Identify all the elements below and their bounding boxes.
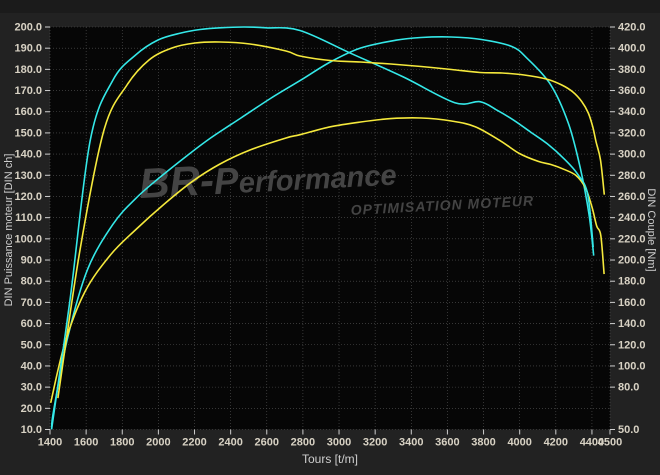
svg-text:60.0: 60.0 bbox=[21, 318, 42, 330]
svg-text:180.0: 180.0 bbox=[618, 276, 646, 288]
svg-text:DIN Puissance moteur [DIN ch]: DIN Puissance moteur [DIN ch] bbox=[3, 154, 15, 307]
svg-text:1600: 1600 bbox=[74, 437, 98, 449]
svg-text:1800: 1800 bbox=[110, 437, 134, 449]
svg-text:90.0: 90.0 bbox=[21, 255, 42, 267]
svg-text:70.0: 70.0 bbox=[21, 297, 42, 309]
svg-text:80.0: 80.0 bbox=[21, 276, 42, 288]
svg-text:3400: 3400 bbox=[399, 437, 423, 449]
svg-text:280.0: 280.0 bbox=[618, 170, 646, 182]
svg-text:300.0: 300.0 bbox=[618, 149, 646, 161]
svg-text:120.0: 120.0 bbox=[618, 339, 646, 351]
svg-text:10.0: 10.0 bbox=[21, 424, 42, 436]
svg-text:4500: 4500 bbox=[598, 437, 622, 449]
svg-text:180.0: 180.0 bbox=[14, 64, 42, 76]
svg-text:2600: 2600 bbox=[255, 437, 279, 449]
svg-text:3200: 3200 bbox=[363, 437, 387, 449]
svg-text:360.0: 360.0 bbox=[618, 85, 646, 97]
svg-text:2200: 2200 bbox=[182, 437, 206, 449]
svg-text:4200: 4200 bbox=[544, 437, 568, 449]
svg-text:380.0: 380.0 bbox=[618, 64, 646, 76]
svg-text:Tours [t/m]: Tours [t/m] bbox=[302, 452, 358, 466]
svg-text:50.0: 50.0 bbox=[618, 424, 639, 436]
svg-text:80.0: 80.0 bbox=[618, 382, 639, 394]
svg-text:3800: 3800 bbox=[471, 437, 495, 449]
svg-text:110.0: 110.0 bbox=[15, 212, 42, 224]
svg-text:100.0: 100.0 bbox=[618, 360, 646, 372]
svg-text:2400: 2400 bbox=[218, 437, 242, 449]
svg-text:140.0: 140.0 bbox=[618, 318, 646, 330]
svg-text:1400: 1400 bbox=[38, 437, 62, 449]
svg-text:30.0: 30.0 bbox=[21, 382, 42, 394]
svg-text:120.0: 120.0 bbox=[14, 191, 42, 203]
svg-text:140.0: 140.0 bbox=[14, 149, 42, 161]
svg-text:4000: 4000 bbox=[507, 437, 531, 449]
svg-text:100.0: 100.0 bbox=[14, 233, 42, 245]
svg-text:200.0: 200.0 bbox=[618, 255, 646, 267]
svg-text:160.0: 160.0 bbox=[618, 297, 646, 309]
svg-text:320.0: 320.0 bbox=[618, 127, 646, 139]
svg-text:DIN Couple [Nm]: DIN Couple [Nm] bbox=[645, 188, 657, 271]
svg-text:2000: 2000 bbox=[146, 437, 170, 449]
svg-text:170.0: 170.0 bbox=[14, 85, 42, 97]
svg-text:200.0: 200.0 bbox=[14, 22, 42, 34]
svg-text:150.0: 150.0 bbox=[14, 127, 42, 139]
svg-text:400.0: 400.0 bbox=[618, 43, 646, 55]
svg-text:2800: 2800 bbox=[291, 437, 315, 449]
svg-text:130.0: 130.0 bbox=[14, 170, 42, 182]
svg-text:240.0: 240.0 bbox=[618, 212, 646, 224]
svg-text:190.0: 190.0 bbox=[14, 43, 42, 55]
svg-text:3000: 3000 bbox=[327, 437, 351, 449]
svg-text:420.0: 420.0 bbox=[618, 22, 646, 34]
svg-text:3600: 3600 bbox=[435, 437, 459, 449]
svg-text:20.0: 20.0 bbox=[21, 403, 42, 415]
svg-text:40.0: 40.0 bbox=[21, 360, 42, 372]
svg-text:260.0: 260.0 bbox=[618, 191, 646, 203]
svg-text:50.0: 50.0 bbox=[21, 339, 42, 351]
svg-text:160.0: 160.0 bbox=[14, 106, 42, 118]
svg-text:220.0: 220.0 bbox=[618, 233, 646, 245]
svg-text:340.0: 340.0 bbox=[618, 106, 646, 118]
